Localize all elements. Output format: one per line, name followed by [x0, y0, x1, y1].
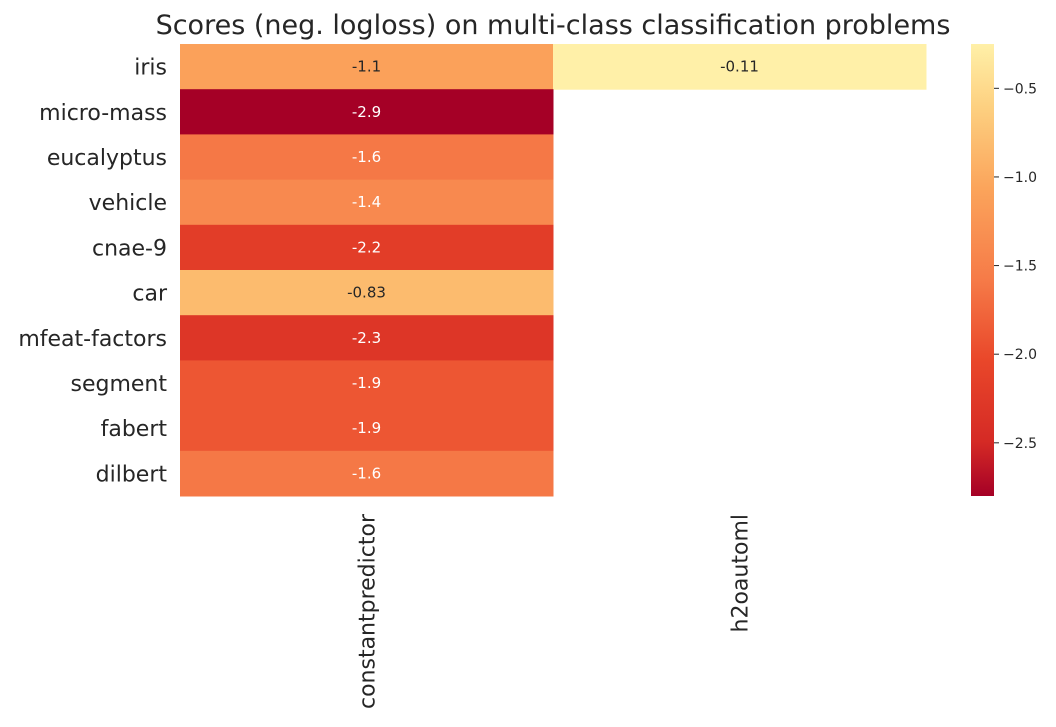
column-label: h2oautoml — [729, 514, 754, 632]
cell-value-label: -2.3 — [352, 329, 381, 347]
row-label: segment — [71, 372, 168, 397]
cell-value-label: -2.2 — [352, 238, 381, 256]
heatmap-cell — [180, 179, 554, 226]
row-label: fabert — [101, 417, 168, 442]
heatmap-cell — [180, 270, 554, 316]
chart-title: Scores (neg. logloss) on multi-class cla… — [156, 10, 951, 41]
colorbar-tick-label: −1.0 — [1003, 170, 1037, 186]
row-label: mfeat-factors — [18, 327, 167, 352]
cell-value-label: -1.9 — [352, 419, 381, 437]
row-label: micro-mass — [39, 101, 167, 126]
heatmap-cell — [180, 224, 554, 271]
cell-value-label: -1.6 — [352, 148, 381, 166]
heatmap-cell — [180, 405, 554, 452]
row-label: cnae-9 — [92, 236, 167, 261]
row-label: dilbert — [96, 462, 168, 487]
row-label: eucalyptus — [47, 146, 167, 171]
heatmap-cell — [553, 44, 927, 90]
heatmap-cell — [180, 315, 554, 361]
cell-value-label: -0.83 — [347, 284, 386, 302]
colorbar-ticks: −0.5 −1.0 −1.5 −2.0 −2.5 — [994, 81, 1037, 452]
heatmap-cell — [180, 360, 554, 407]
row-label: car — [132, 282, 168, 307]
heatmap-cells: -1.1 -0.11 -2.9 -1.6 -1.4 -2.2 -0.83 -2.3 -1.9 -1… — [180, 44, 927, 497]
heatmap-cell — [180, 44, 554, 90]
colorbar-tick-label: −0.5 — [1003, 81, 1037, 97]
cell-value-label: -1.6 — [352, 464, 381, 482]
row-labels: iris micro-mass eucalyptus vehicle cnae-9 car… — [18, 56, 168, 488]
column-labels: constantpredictor h2oautoml — [356, 513, 754, 709]
cell-value-label: -2.9 — [352, 103, 381, 121]
cell-value-label: -1.9 — [352, 374, 381, 392]
column-label: constantpredictor — [356, 513, 381, 709]
colorbar-tick-label: −1.5 — [1003, 259, 1037, 275]
row-label: vehicle — [89, 191, 167, 216]
heatmap-cell — [180, 134, 554, 181]
row-label: iris — [134, 56, 167, 81]
heatmap-cell — [180, 450, 554, 497]
heatmap-cell — [180, 89, 554, 135]
cell-value-label: -1.1 — [352, 58, 381, 76]
colorbar: −0.5 −1.0 −1.5 −2.0 −2.5 — [971, 44, 1037, 496]
colorbar-gradient — [971, 44, 994, 496]
colorbar-tick-label: −2.5 — [1003, 436, 1037, 452]
cell-value-label: -1.4 — [352, 193, 381, 211]
cell-value-label: -0.11 — [720, 58, 759, 76]
colorbar-tick-label: −2.0 — [1003, 347, 1037, 363]
